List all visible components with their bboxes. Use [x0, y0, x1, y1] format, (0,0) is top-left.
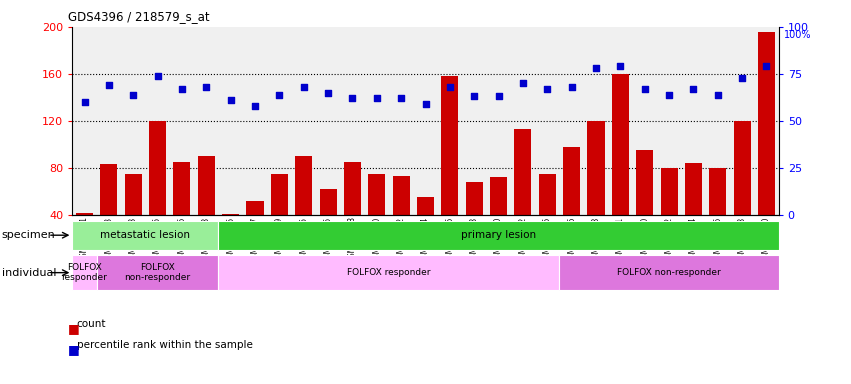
Point	[322, 90, 335, 96]
Bar	[125, 174, 142, 262]
Bar	[295, 156, 312, 262]
Bar	[559, 255, 779, 290]
Bar	[76, 213, 93, 262]
Bar	[320, 189, 337, 262]
Text: FOLFOX non-responder: FOLFOX non-responder	[617, 268, 721, 277]
Text: count: count	[77, 319, 106, 329]
Text: ■: ■	[68, 322, 80, 335]
Bar	[219, 220, 779, 250]
Point	[443, 84, 457, 90]
Bar	[637, 151, 654, 262]
Text: percentile rank within the sample: percentile rank within the sample	[77, 340, 253, 350]
Bar	[174, 162, 191, 262]
Point	[199, 84, 213, 90]
Bar	[612, 74, 629, 262]
Point	[614, 63, 627, 70]
Point	[419, 101, 432, 107]
Bar	[344, 162, 361, 262]
Point	[760, 63, 774, 70]
Point	[346, 95, 359, 101]
Bar	[587, 121, 604, 262]
Bar	[100, 164, 117, 262]
Point	[102, 82, 116, 88]
Bar	[442, 76, 459, 262]
Point	[224, 97, 237, 103]
Point	[248, 103, 262, 109]
Bar	[197, 156, 214, 262]
Point	[151, 73, 164, 79]
Bar	[709, 168, 726, 262]
Bar	[660, 168, 677, 262]
Bar	[685, 163, 702, 262]
Text: FOLFOX
non-responder: FOLFOX non-responder	[124, 263, 191, 282]
Text: FOLFOX
responder: FOLFOX responder	[61, 263, 107, 282]
Bar	[734, 121, 751, 262]
Point	[370, 95, 384, 101]
Text: individual: individual	[2, 268, 56, 278]
Bar	[368, 174, 386, 262]
Bar	[72, 220, 219, 250]
Bar	[490, 177, 507, 262]
Bar	[149, 121, 166, 262]
Text: specimen: specimen	[2, 230, 55, 240]
Bar	[271, 174, 288, 262]
Point	[467, 93, 481, 99]
Point	[272, 91, 286, 98]
Point	[735, 74, 749, 81]
Point	[638, 86, 652, 92]
Text: ■: ■	[68, 343, 80, 356]
Point	[492, 93, 505, 99]
Bar	[514, 129, 531, 262]
Text: 100%: 100%	[785, 30, 812, 40]
Point	[297, 84, 311, 90]
Text: FOLFOX responder: FOLFOX responder	[347, 268, 431, 277]
Text: metastatic lesion: metastatic lesion	[100, 230, 191, 240]
Bar	[465, 182, 483, 262]
Bar	[563, 147, 580, 262]
Bar	[758, 31, 775, 262]
Point	[565, 84, 579, 90]
Point	[662, 91, 676, 98]
Text: GDS4396 / 218579_s_at: GDS4396 / 218579_s_at	[68, 10, 209, 23]
Point	[394, 95, 408, 101]
Point	[589, 65, 603, 71]
Bar	[219, 255, 559, 290]
Bar	[392, 176, 409, 262]
Point	[127, 91, 140, 98]
Bar	[222, 214, 239, 262]
Bar	[539, 174, 556, 262]
Point	[516, 80, 529, 86]
Point	[711, 91, 724, 98]
Bar	[72, 255, 97, 290]
Point	[540, 86, 554, 92]
Point	[77, 99, 91, 105]
Bar	[97, 255, 219, 290]
Point	[175, 86, 189, 92]
Point	[687, 86, 700, 92]
Bar	[417, 197, 434, 262]
Text: primary lesion: primary lesion	[461, 230, 536, 240]
Bar	[247, 201, 264, 262]
